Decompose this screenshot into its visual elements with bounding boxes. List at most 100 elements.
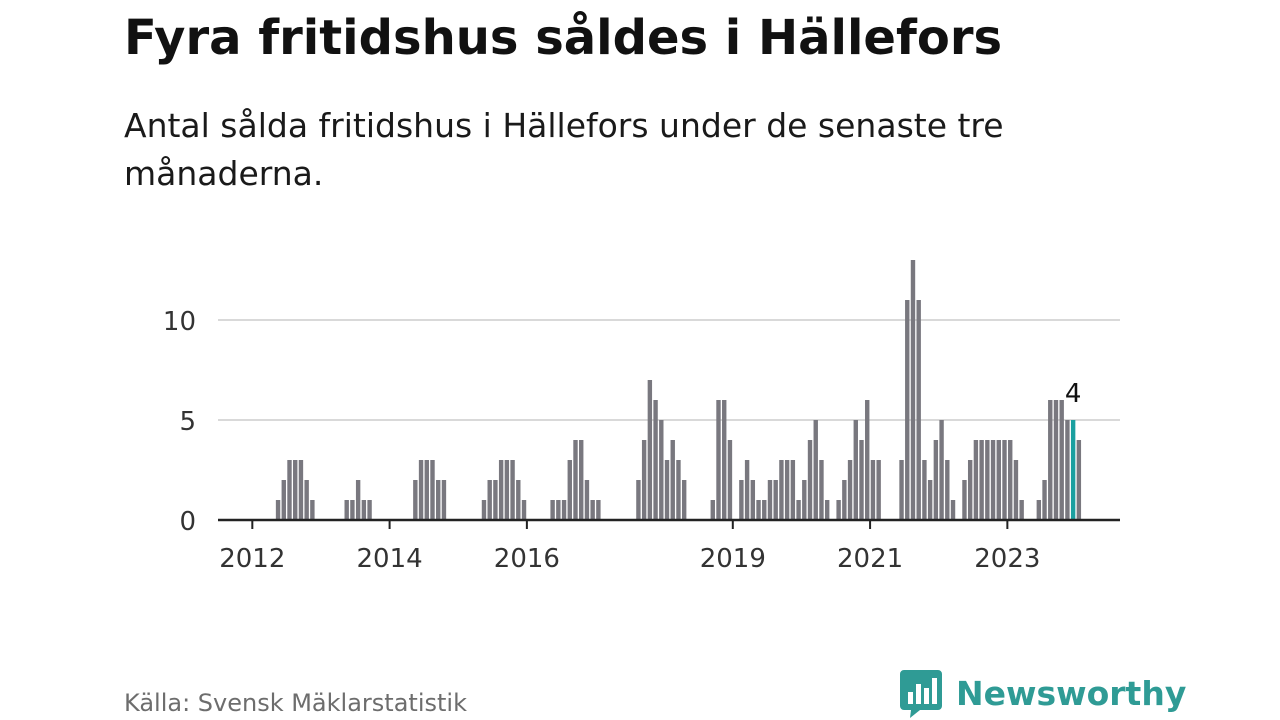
bar (853, 420, 858, 520)
bar (899, 460, 904, 520)
bar (487, 480, 492, 520)
bar (802, 480, 807, 520)
bar (939, 420, 944, 520)
bar (1059, 400, 1064, 520)
bar (967, 460, 973, 520)
bar (413, 480, 418, 520)
bar (664, 460, 670, 520)
bar (304, 480, 309, 520)
bar (905, 300, 910, 520)
bar (750, 480, 756, 520)
bar-highlight (1070, 420, 1076, 520)
bar (876, 460, 881, 520)
bar (716, 400, 721, 520)
bar (493, 480, 498, 520)
bar (1008, 440, 1013, 520)
bar (996, 440, 1001, 520)
bar (784, 460, 790, 520)
axes (218, 518, 1120, 529)
bars (275, 260, 1082, 520)
bar (355, 480, 361, 520)
y-tick-label: 5 (179, 407, 196, 437)
bar (1002, 440, 1007, 520)
x-tick-label: 2023 (974, 544, 1040, 574)
bar (641, 440, 647, 520)
bar (727, 440, 733, 520)
bar (298, 460, 304, 520)
bar (985, 440, 990, 520)
bar (847, 460, 853, 520)
bar (659, 420, 664, 520)
bar (556, 500, 561, 520)
bar (344, 500, 349, 520)
bar (653, 400, 658, 520)
bar (950, 500, 956, 520)
bar (979, 440, 984, 520)
bar (842, 480, 847, 520)
bar (590, 500, 595, 520)
y-tick-label: 0 (179, 507, 196, 537)
bar (916, 300, 921, 520)
bar (756, 500, 761, 520)
bar (573, 440, 578, 520)
bar (418, 460, 424, 520)
source-note: Källa: Svensk Mäklarstatistik (124, 689, 467, 717)
bar (865, 400, 870, 520)
bar (1076, 440, 1082, 520)
bar (681, 480, 687, 520)
bar (819, 460, 824, 520)
bar (481, 500, 487, 520)
bar (796, 500, 801, 520)
y-tick-label: 10 (163, 307, 196, 337)
bar (293, 460, 298, 520)
bar (836, 500, 841, 520)
bar (287, 460, 292, 520)
bar (561, 500, 567, 520)
x-tick-label: 2021 (837, 544, 903, 574)
bar (647, 380, 653, 520)
bar (516, 480, 521, 520)
bar (636, 480, 641, 520)
x-tick-label: 2014 (357, 544, 423, 574)
bar (567, 460, 572, 520)
bar (962, 480, 967, 520)
bar (790, 460, 796, 520)
bar (710, 500, 715, 520)
bar (1048, 400, 1053, 520)
bar (779, 460, 784, 520)
bar (739, 480, 744, 520)
bar (722, 400, 727, 520)
data-label-latest: 4 (1065, 379, 1082, 409)
bar (1036, 500, 1042, 520)
labels: 0 5 10 2012 2014 2016 2019 2021 2023 4 (163, 307, 1082, 574)
x-tick-label: 2019 (700, 544, 766, 574)
bar (430, 460, 435, 520)
bar (870, 460, 876, 520)
bar (933, 440, 939, 520)
bar (510, 460, 515, 520)
bar (1042, 480, 1047, 520)
gridlines (218, 319, 1120, 421)
bar (596, 500, 601, 520)
bar (767, 480, 773, 520)
bar (361, 500, 367, 520)
bar (436, 480, 441, 520)
bar (762, 500, 767, 520)
bar (550, 500, 555, 520)
bar (310, 500, 315, 520)
bar (973, 440, 979, 520)
x-tick-label: 2016 (494, 544, 560, 574)
bar (945, 460, 950, 520)
bar (350, 500, 355, 520)
bar (579, 440, 584, 520)
bar (504, 460, 510, 520)
bar (521, 500, 527, 520)
bar (813, 420, 818, 520)
bar (807, 440, 813, 520)
newsworthy-logo-icon (900, 670, 942, 718)
bar (922, 460, 927, 520)
bar (441, 480, 447, 520)
bar (1013, 460, 1019, 520)
bar (424, 460, 429, 520)
